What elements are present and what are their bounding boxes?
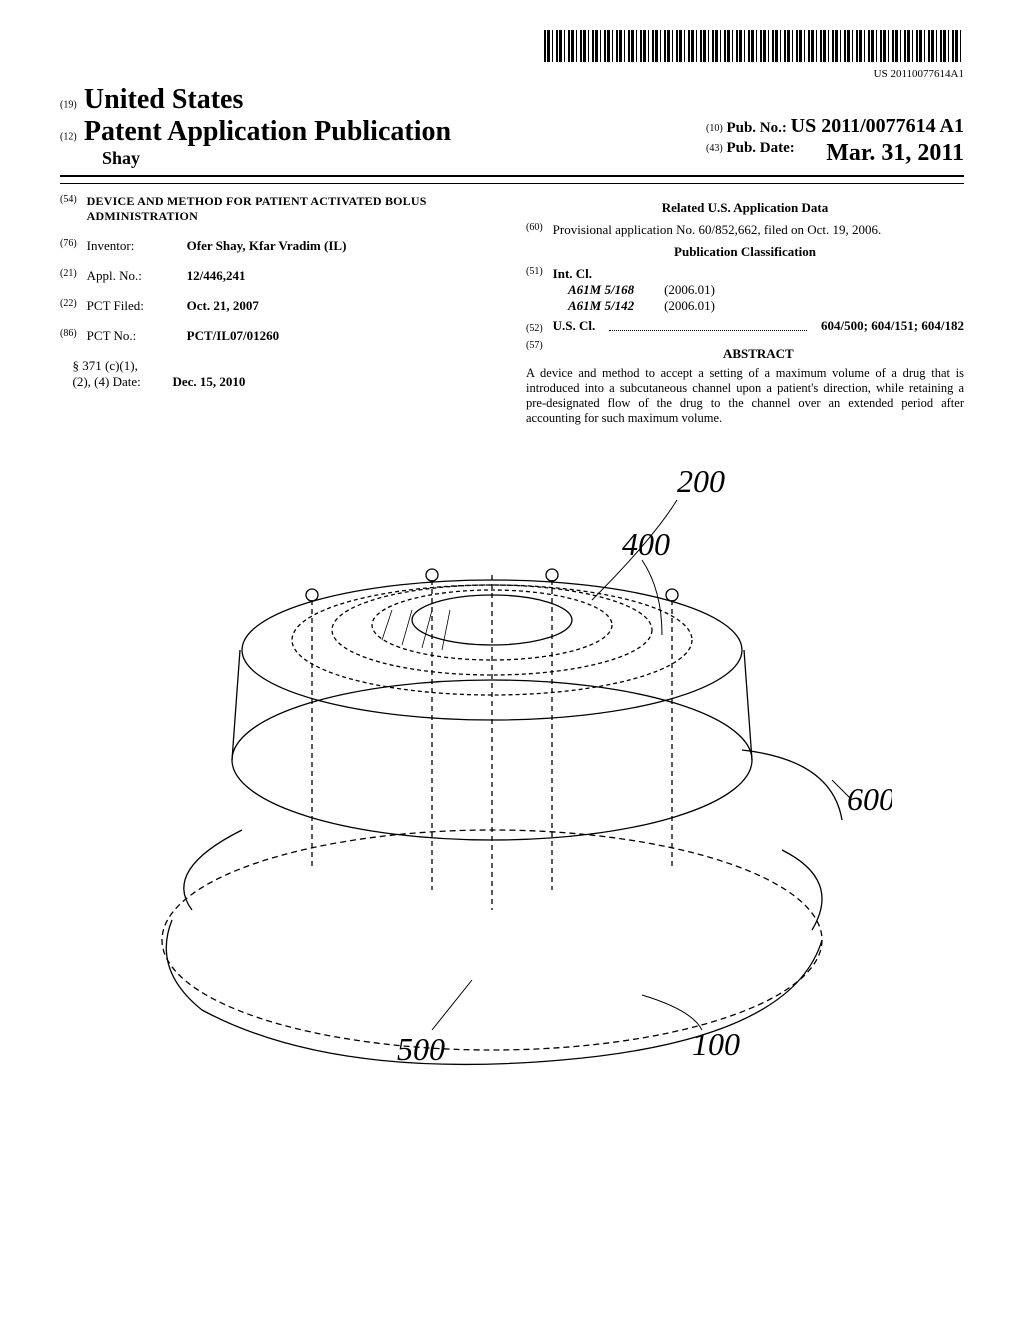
inventor-label: Inventor: [87,238,177,254]
author-name: Shay [102,148,451,169]
uscl-row: (52) U.S. Cl. 604/500; 604/151; 604/182 [526,318,964,334]
applno-inid: (21) [60,268,77,284]
abstract-body: A device and method to accept a setting … [526,366,964,426]
uscl-label: U.S. Cl. [553,318,596,334]
biblio-columns: (54) DEVICE AND METHOD FOR PATIENT ACTIV… [60,194,964,426]
kind-name: Patent Application Publication [84,116,451,147]
barcode-graphic [544,30,964,62]
title-inid: (54) [60,194,77,224]
pubno-row: (10) Pub. No.: US 2011/0077614 A1 [706,115,964,138]
intcl-version: (2006.01) [664,282,715,298]
rule-thin [60,183,964,184]
pctno-row: (86) PCT No.: PCT/IL07/01260 [60,328,498,344]
prov-inid: (60) [526,222,543,238]
inventor-value: Ofer Shay, Kfar Vradim (IL) [187,238,347,254]
masthead: (19) United States (12) Patent Applicati… [60,84,964,169]
title-row: (54) DEVICE AND METHOD FOR PATIENT ACTIV… [60,194,498,224]
right-column: Related U.S. Application Data (60) Provi… [526,194,964,426]
pubno-label: Pub. No.: [726,120,786,136]
inventor-inid: (76) [60,238,77,254]
related-data-head: Related U.S. Application Data [526,200,964,216]
abstract-row: (57) ABSTRACT [526,340,964,362]
applno-row: (21) Appl. No.: 12/446,241 [60,268,498,284]
applno-label: Appl. No.: [87,268,177,284]
pubdate-value: Mar. 31, 2011 [826,140,964,167]
callout-600: 600 [847,781,892,817]
callout-100: 100 [692,1026,740,1062]
pctfiled-inid: (22) [60,298,77,314]
rule-heavy [60,175,964,177]
s371-row: § 371 (c)(1), (2), (4) Date: Dec. 15, 20… [60,358,498,390]
s371-label: § 371 (c)(1), (2), (4) Date: [73,358,163,390]
masthead-left: (19) United States (12) Patent Applicati… [60,84,451,169]
callout-500: 500 [397,1031,445,1067]
intcl-label: Int. Cl. [553,266,592,282]
figure-area: 200 400 600 100 500 [60,450,964,1094]
provisional-row: (60) Provisional application No. 60/852,… [526,222,964,238]
pctfiled-label: PCT Filed: [87,298,177,314]
prov-text: Provisional application No. 60/852,662, … [553,222,882,238]
inventor-row: (76) Inventor: Ofer Shay, Kfar Vradim (I… [60,238,498,254]
country-inid: (19) [60,100,77,111]
invention-title: DEVICE AND METHOD FOR PATIENT ACTIVATED … [87,194,498,224]
abstract-inid: (57) [526,340,543,362]
pctfiled-row: (22) PCT Filed: Oct. 21, 2007 [60,298,498,314]
pctno-value: PCT/IL07/01260 [187,328,279,344]
uscl-leader [609,330,807,331]
intcl-item: A61M 5/142 (2006.01) [568,298,964,314]
pubno-inid: (10) [706,123,723,134]
pctno-inid: (86) [60,328,77,344]
pubdate-row: (43) Pub. Date: Mar. 31, 2011 [706,140,964,167]
country-name: United States [84,84,243,115]
barcode-number: US 20110077614A1 [60,68,964,80]
callout-400: 400 [622,526,670,562]
intcl-list: A61M 5/168 (2006.01) A61M 5/142 (2006.01… [568,282,964,314]
pubdate-label: Pub. Date: [726,140,794,156]
country-line: (19) United States [60,84,451,116]
pctfiled-value: Oct. 21, 2007 [187,298,259,314]
pubdate-inid: (43) [706,143,723,154]
s371-value: Dec. 15, 2010 [173,374,246,390]
intcl-inid: (51) [526,266,543,282]
abstract-head: ABSTRACT [553,346,964,362]
intcl-symbol: A61M 5/142 [568,298,634,314]
kind-line: (12) Patent Application Publication [60,116,451,148]
inventor-name: Ofer Shay, Kfar Vradim (IL) [187,238,347,253]
intcl-item: A61M 5/168 (2006.01) [568,282,964,298]
uscl-value: 604/500; 604/151; 604/182 [821,318,964,334]
intcl-row: (51) Int. Cl. [526,266,964,282]
intcl-version: (2006.01) [664,298,715,314]
applno-value: 12/446,241 [187,268,246,284]
s371-inid [60,358,63,390]
masthead-right: (10) Pub. No.: US 2011/0077614 A1 (43) P… [706,113,964,169]
patent-figure: 200 400 600 100 500 [132,450,892,1090]
classification-head: Publication Classification [526,244,964,260]
pubno-value: US 2011/0077614 A1 [791,115,964,137]
pctno-label: PCT No.: [87,328,177,344]
barcode-region: US 20110077614A1 [60,30,964,80]
callout-200: 200 [677,463,725,499]
kind-inid: (12) [60,132,77,143]
intcl-symbol: A61M 5/168 [568,282,634,298]
uscl-inid: (52) [526,323,543,334]
left-column: (54) DEVICE AND METHOD FOR PATIENT ACTIV… [60,194,498,426]
